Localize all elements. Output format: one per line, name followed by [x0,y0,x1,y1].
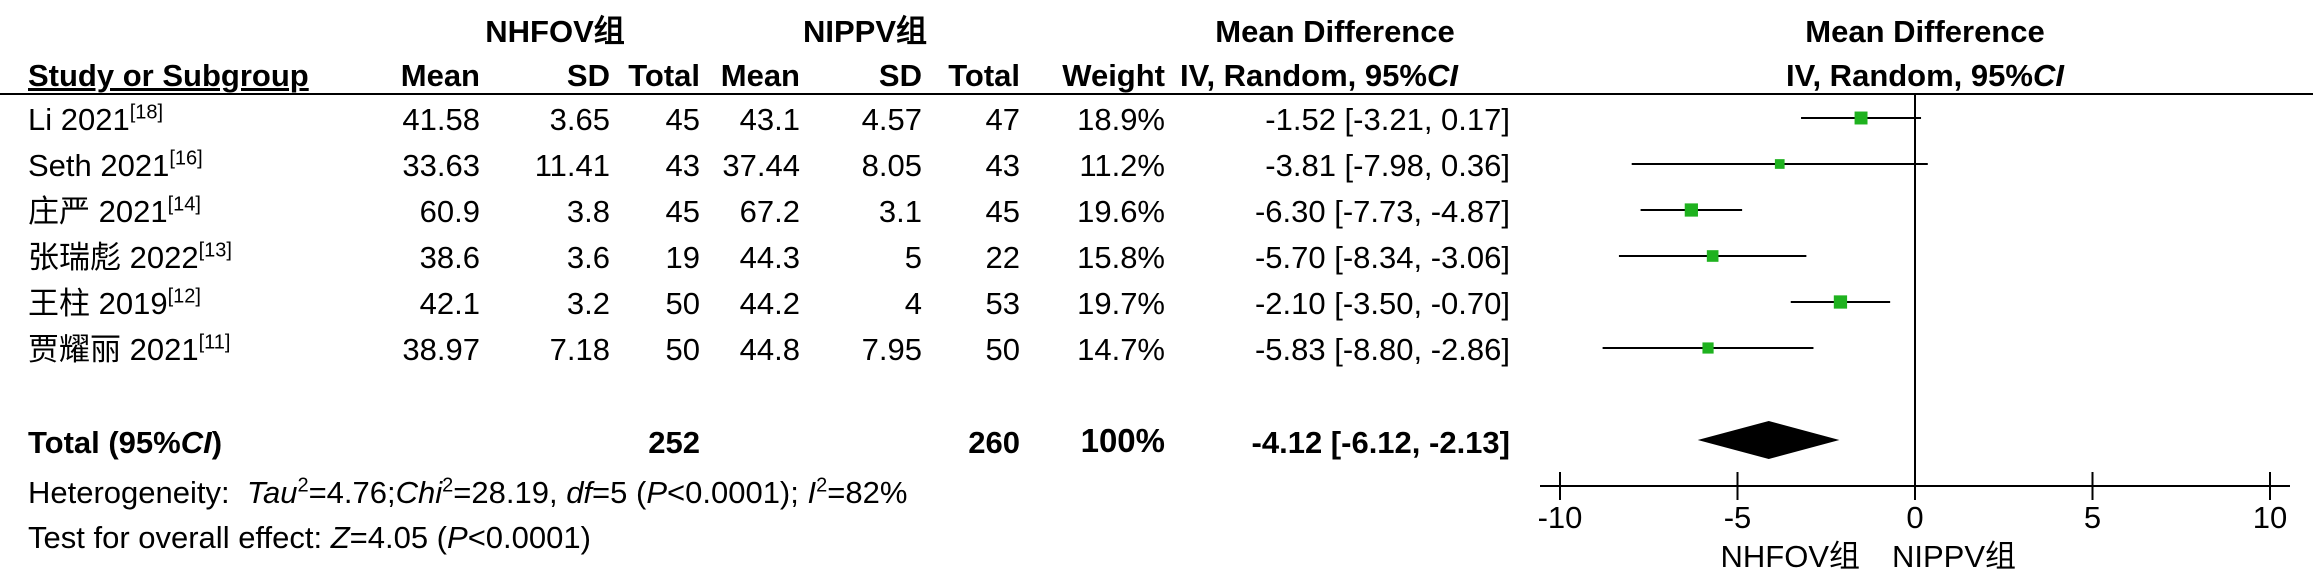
study-marker [1854,111,1868,125]
study-marker [1684,203,1698,217]
study-sd2: 7.95 [861,332,922,367]
col-mean2: Mean [720,58,800,93]
study-sd1: 7.18 [549,332,610,367]
study-sd2: 4.57 [861,102,922,137]
col-total1: Total [628,58,700,93]
plot-subtitle: IV, Random, 95%CI [1786,58,2064,93]
study-mean2: 67.2 [739,194,800,229]
col-sd2: SD [878,58,922,93]
study-mean2: 44.2 [739,286,800,321]
study-mean1: 33.63 [402,148,480,183]
study-marker [1706,250,1719,262]
study-name: Li 2021[18] [28,101,164,137]
heterogeneity-text: Heterogeneity: Tau2=4.76;Chi2=28.19, df=… [28,474,908,510]
study-n1: 50 [665,286,700,321]
study-n1: 45 [665,102,700,137]
md-col-title: Mean Difference [1215,14,1455,49]
x-tick-label: 10 [2253,500,2287,535]
study-name: Seth 2021[16] [28,147,203,183]
study-mean2: 44.8 [739,332,800,367]
study-n2: 47 [985,102,1020,137]
study-weight: 14.7% [1077,332,1165,367]
col-sd1: SD [566,58,610,93]
study-name: 庄严 2021[14] [28,193,201,229]
col-mean1: Mean [400,58,480,93]
study-mean1: 60.9 [419,194,480,229]
study-name: 张瑞彪 2022[13] [28,239,232,275]
study-sd2: 4 [904,286,922,321]
study-sd1: 11.41 [534,148,610,183]
study-md-text: -6.30 [-7.73, -4.87] [1254,194,1510,229]
study-md-text: -5.70 [-8.34, -3.06] [1254,240,1510,275]
study-n2: 45 [985,194,1020,229]
study-mean2: 44.3 [739,240,800,275]
study-weight: 11.2% [1079,148,1165,183]
study-weight: 19.7% [1077,286,1165,321]
study-mean2: 43.1 [739,102,800,137]
study-n2: 22 [985,240,1020,275]
study-marker [1833,295,1848,309]
total-n1: 252 [648,425,700,460]
study-marker [1774,159,1785,169]
study-sd1: 3.6 [566,240,610,275]
favours-left-label: NHFOV组 [1720,539,1861,574]
study-n1: 45 [665,194,700,229]
x-tick-label: -10 [1538,500,1583,535]
total-weight: 100% [1080,422,1165,459]
study-sd1: 3.2 [566,286,610,321]
study-mean2: 37.44 [722,148,800,183]
total-n2: 260 [968,425,1020,460]
study-sd2: 8.05 [861,148,922,183]
total-label: Total (95%CI) [28,425,223,460]
study-mean1: 38.6 [419,240,480,275]
group1-title: NHFOV组 [485,14,625,49]
group2-title: NIPPV组 [802,14,928,49]
plot-title: Mean Difference [1805,14,2045,49]
study-weight: 19.6% [1077,194,1165,229]
study-mean1: 41.58 [402,102,480,137]
study-n2: 43 [985,148,1020,183]
col-weight: Weight [1062,58,1165,93]
study-sd2: 3.1 [878,194,922,229]
study-n2: 53 [985,286,1020,321]
overall-effect-text: Test for overall effect: Z=4.05 (P<0.000… [28,520,591,555]
study-name: 贾耀丽 2021[11] [28,331,231,367]
study-weight: 15.8% [1077,240,1165,275]
col-total2: Total [948,58,1020,93]
study-n1: 19 [665,240,700,275]
col-study: Study or Subgroup [28,58,309,93]
x-tick-label: 0 [1906,500,1923,535]
study-name: 王柱 2019[12] [28,285,201,321]
col-md: IV, Random, 95%CI [1180,58,1458,93]
study-n1: 43 [665,148,700,183]
x-tick-label: -5 [1724,500,1752,535]
x-tick-label: 5 [2084,500,2101,535]
study-md-text: -3.81 [-7.98, 0.36] [1265,148,1510,183]
study-mean1: 38.97 [402,332,480,367]
study-n1: 50 [665,332,700,367]
study-mean1: 42.1 [419,286,480,321]
study-sd1: 3.8 [566,194,610,229]
study-md-text: -2.10 [-3.50, -0.70] [1254,286,1510,321]
study-sd2: 5 [904,240,922,275]
study-n2: 50 [985,332,1020,367]
study-md-text: -1.52 [-3.21, 0.17] [1265,102,1510,137]
favours-right-label: NIPPV组 [1892,539,2017,574]
total-md: -4.12 [-6.12, -2.13] [1251,425,1510,460]
study-sd1: 3.65 [549,102,610,137]
study-weight: 18.9% [1077,102,1165,137]
study-marker [1702,342,1714,354]
pooled-diamond [1697,421,1840,459]
study-md-text: -5.83 [-8.80, -2.86] [1254,332,1510,367]
